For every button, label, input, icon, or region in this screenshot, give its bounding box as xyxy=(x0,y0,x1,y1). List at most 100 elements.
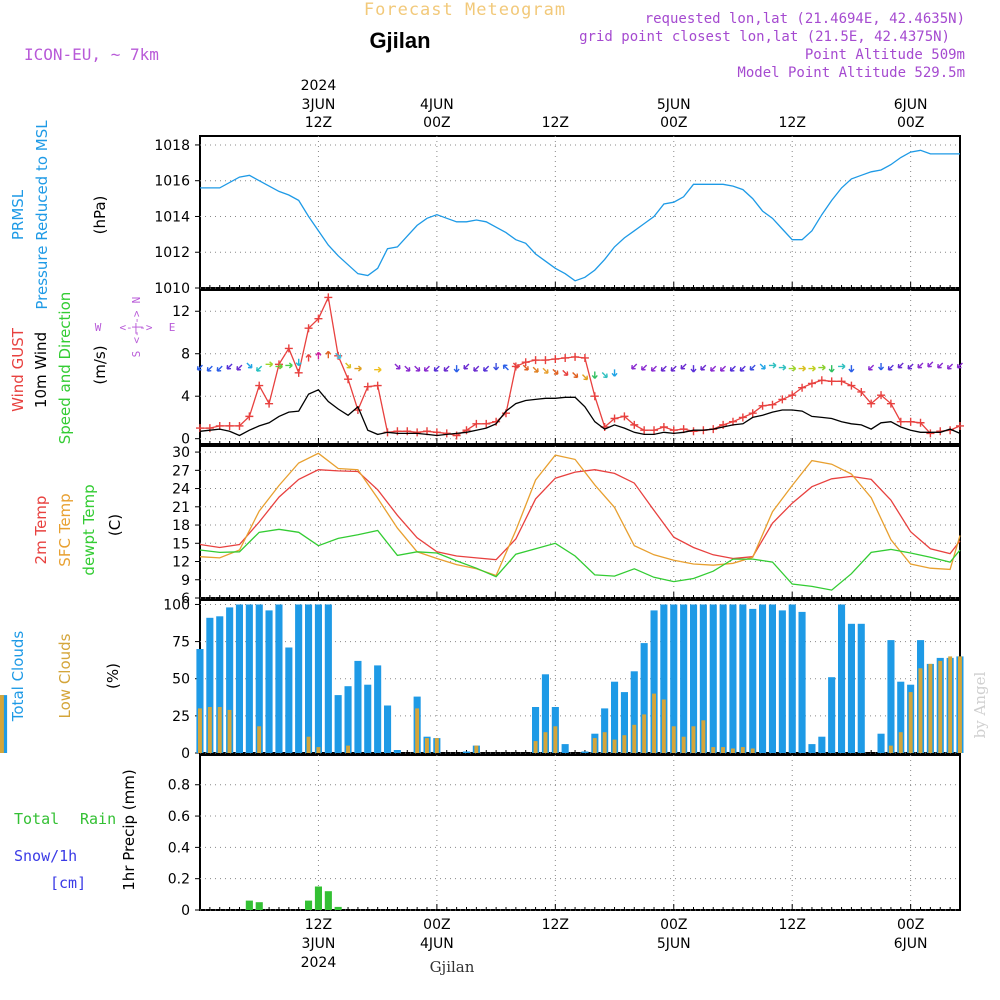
gust-marker xyxy=(324,293,333,302)
pressure-unit-label: (hPa) xyxy=(91,196,109,235)
location-title: Gjilan xyxy=(369,28,430,53)
low-clouds-bar xyxy=(306,736,311,753)
gust-marker xyxy=(758,401,767,410)
gust-marker xyxy=(531,356,540,365)
gust-marker xyxy=(590,392,599,401)
total-clouds-bar xyxy=(650,610,658,753)
total-clouds-bar xyxy=(719,604,727,753)
total-clouds-bar xyxy=(384,705,392,753)
y-tick-label: 1018 xyxy=(154,138,190,154)
total-clouds-bar xyxy=(897,681,905,753)
2m-temp-line xyxy=(199,469,961,561)
total-clouds-bar xyxy=(808,744,816,753)
y-tick-label: 12 xyxy=(172,555,190,571)
y-tick-label: 50 xyxy=(172,672,190,688)
total-clouds-bar xyxy=(334,695,342,753)
cloud-unit-label: (%) xyxy=(104,663,122,689)
total-clouds-bar xyxy=(847,623,855,753)
wind-arrow xyxy=(798,365,807,372)
y-tick-label: 25 xyxy=(172,709,190,725)
wind-arrow xyxy=(956,362,963,369)
gust-marker xyxy=(738,413,747,422)
wind-arrow xyxy=(690,365,697,373)
low-clouds-bar xyxy=(533,741,538,753)
y-tick-label: 1014 xyxy=(154,209,190,225)
total-clouds-bar xyxy=(709,604,717,753)
wind-arrow xyxy=(729,365,736,372)
wind-arrow xyxy=(739,365,746,372)
low-clouds-bar xyxy=(681,736,686,753)
gust-marker xyxy=(620,412,629,421)
y-tick-label: 100 xyxy=(163,597,190,613)
low-clouds-bar xyxy=(592,738,597,753)
total-clouds-bar xyxy=(374,665,382,753)
compass-rose: N <-|-> S W <-|-> E xyxy=(95,297,176,358)
speed-dir-label: Speed and Direction xyxy=(56,292,74,445)
gust-marker xyxy=(956,421,964,430)
low-clouds-bar xyxy=(198,708,202,753)
dewpt-label: dewpt Temp xyxy=(80,484,98,575)
total-clouds-bar xyxy=(818,736,826,753)
gust-marker xyxy=(265,399,274,408)
wind-arrow xyxy=(937,362,944,369)
wind-arrow xyxy=(808,365,816,372)
wind-unit-label: (m/s) xyxy=(91,345,109,384)
bottom-year-label: 2024 xyxy=(301,955,337,971)
total-clouds-bar xyxy=(729,604,737,753)
total-clouds-bar xyxy=(699,604,707,753)
gust-marker xyxy=(571,352,580,361)
total-clouds-bar xyxy=(245,604,253,753)
precipitation-frame xyxy=(199,754,961,911)
cloud-labels: Total Clouds Low Clouds (%) xyxy=(9,631,122,723)
low-clouds-bar xyxy=(908,692,913,753)
low-clouds-bar xyxy=(731,748,735,753)
wind-arrow xyxy=(295,358,302,367)
top-hour-label: 00Z xyxy=(660,115,687,131)
gust-marker xyxy=(413,428,422,437)
wind-arrow xyxy=(601,372,608,379)
gust-marker xyxy=(867,399,876,408)
total-clouds-bar xyxy=(532,707,540,753)
temp2m-label: 2m Temp xyxy=(32,496,50,565)
gust-marker xyxy=(610,414,619,423)
compass-arrow-h: <-|-> xyxy=(119,321,152,334)
low-clouds-bar xyxy=(948,656,953,753)
rain-label: Rain xyxy=(80,810,116,828)
top-hour-label: 12Z xyxy=(305,115,332,131)
total-clouds-bar xyxy=(611,681,619,753)
wind-arrow xyxy=(927,361,934,368)
wind-arrow xyxy=(404,365,411,372)
top-hour-label: 12Z xyxy=(779,115,806,131)
total-clouds-bar xyxy=(768,604,776,753)
low-clouds-label: Low Clouds xyxy=(56,633,74,718)
bottom-date-label: 5JUN xyxy=(657,936,691,952)
clouds-panel: 0 25 50 75 100 xyxy=(0,597,964,762)
total-rain-bar xyxy=(245,900,253,910)
total-clouds-bar xyxy=(275,604,283,753)
wind-arrow xyxy=(483,365,490,372)
low-clouds-bar xyxy=(701,720,706,753)
gust-marker xyxy=(896,417,905,426)
gust-marker xyxy=(284,344,293,353)
total-clouds-bar xyxy=(393,750,401,753)
wind-arrow xyxy=(591,371,598,379)
wind-arrow xyxy=(749,364,756,371)
total-clouds-bar xyxy=(206,617,214,753)
low-clouds-bar xyxy=(257,726,262,753)
wind-arrow xyxy=(778,364,787,371)
y-tick-label: 0.2 xyxy=(168,872,190,888)
low-clouds-bar xyxy=(938,660,943,753)
y-tick-label: 6 xyxy=(181,591,190,607)
low-clouds-bar xyxy=(898,732,903,753)
gust-marker xyxy=(807,379,816,388)
gust-marker xyxy=(304,324,313,333)
compass-n: N xyxy=(130,297,143,304)
low-clouds-bar xyxy=(346,745,350,753)
low-clouds-bar xyxy=(721,747,725,753)
wind-arrow xyxy=(394,363,401,370)
wind-arrow xyxy=(897,362,904,369)
compass-w: W xyxy=(95,321,102,334)
low-clouds-bar xyxy=(711,747,716,753)
low-clouds-bar xyxy=(888,745,893,753)
plot-area: 1010 1012 1014 1016 1018 0 4 8 12 6 9 12 15 18 21 24 27 3… xyxy=(0,78,964,971)
